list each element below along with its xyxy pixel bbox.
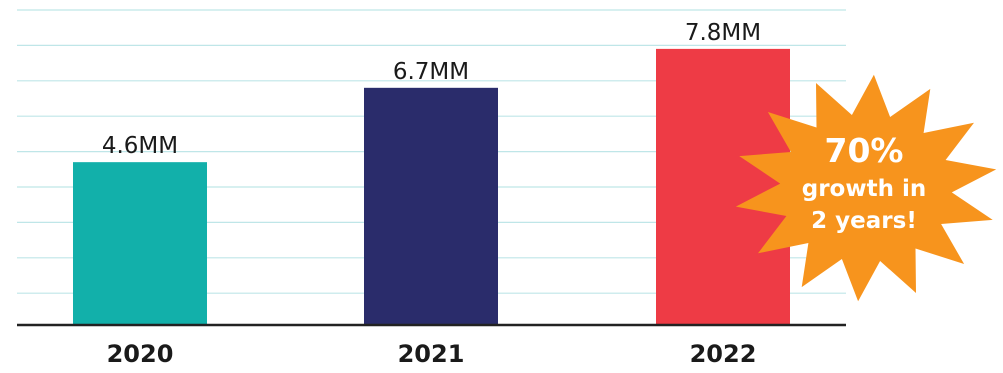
data-label-2021: 6.7MM — [393, 59, 469, 85]
callout-line-3: 2 years! — [811, 208, 917, 234]
callout-line-2: growth in — [802, 176, 927, 202]
x-tick-label-2021: 2021 — [398, 340, 465, 368]
callout-line-1: 70% — [825, 131, 904, 170]
x-tick-label-2020: 2020 — [107, 340, 174, 368]
x-tick-label-2022: 2022 — [690, 340, 757, 368]
bar-2022 — [656, 48, 790, 325]
bars — [73, 48, 790, 325]
data-label-2022: 7.8MM — [685, 20, 761, 46]
starburst-shape — [735, 74, 997, 302]
bar-2020 — [73, 162, 207, 325]
growth-starburst-callout: 70% growth in 2 years! — [735, 74, 997, 302]
x-tick-labels: 2020 2021 2022 — [107, 340, 757, 368]
data-labels: 4.6MM 6.7MM 7.8MM — [102, 20, 761, 159]
bar-2021 — [364, 87, 498, 325]
data-label-2020: 4.6MM — [102, 133, 178, 159]
